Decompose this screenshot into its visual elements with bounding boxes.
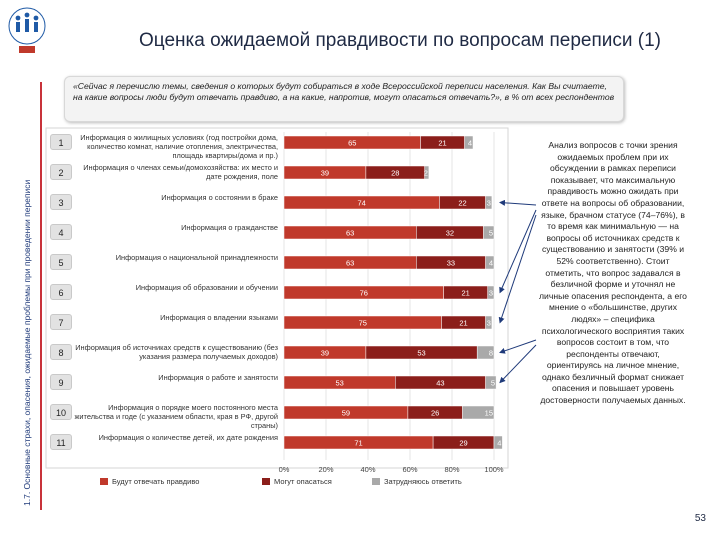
row-number: 2 — [50, 164, 72, 180]
bar-value-label: 29 — [459, 439, 467, 448]
bar-value-label: 21 — [461, 289, 469, 298]
census-logo — [6, 6, 48, 60]
category-label: Информация о работе и занятости — [158, 373, 278, 382]
legend-label: Будут отвечать правдиво — [112, 477, 199, 486]
category-label: Информация о состоянии в браке — [161, 193, 278, 202]
page-number: 53 — [694, 513, 706, 524]
row-number: 1 — [50, 134, 72, 150]
category-label: Информация об образовании и обучении — [135, 283, 278, 292]
bar-segment — [424, 165, 430, 180]
bar-value-label: 4 — [489, 259, 493, 268]
bar-segment — [485, 255, 495, 270]
bar-value-label: 3 — [489, 289, 493, 298]
callout-arrow — [498, 214, 537, 324]
analysis-text: Анализ вопросов с точки зрения ожидаемых… — [539, 140, 687, 406]
bar-value-label: 65 — [348, 139, 356, 148]
row-number: 10 — [50, 404, 72, 420]
bar-value-label: 28 — [391, 169, 399, 178]
row-number: 8 — [50, 344, 72, 360]
row-number: 7 — [50, 314, 72, 330]
category-label: Информация о порядке моего постоянного м… — [74, 403, 278, 430]
x-tick-label: 60% — [402, 465, 417, 474]
bar-value-label: 39 — [321, 349, 329, 358]
page-title: Оценка ожидаемой правдивости по вопросам… — [139, 30, 661, 51]
bar-segment — [462, 405, 495, 420]
bar-value-label: 21 — [459, 319, 467, 328]
legend-label: Затрудняюсь ответить — [384, 477, 462, 486]
bar-value-label: 5 — [491, 379, 495, 388]
bar-value-label: 53 — [335, 379, 343, 388]
row-number: 11 — [50, 434, 72, 450]
category-label: Информация о жилищных условиях (год пост… — [80, 133, 278, 160]
bar-value-label: 63 — [346, 259, 354, 268]
legend-label: Могут опасаться — [274, 477, 332, 486]
bar-value-label: 22 — [458, 199, 466, 208]
category-label: Информация о количестве детей, их дате р… — [98, 433, 278, 442]
bar-value-label: 53 — [417, 349, 425, 358]
bar-value-label: 76 — [360, 289, 368, 298]
bar-segment — [485, 195, 493, 210]
bar-value-label: 43 — [436, 379, 444, 388]
x-tick-label: 0% — [279, 465, 290, 474]
bar-segment — [493, 435, 503, 450]
callout-arrow — [499, 339, 537, 354]
bar-value-label: 71 — [354, 439, 362, 448]
side-accent-line — [40, 82, 42, 510]
x-tick-label: 80% — [444, 465, 459, 474]
callout-arrow — [499, 199, 537, 206]
x-tick-label: 20% — [318, 465, 333, 474]
category-label: Информация о национальной принадлежности — [115, 253, 278, 262]
bar-segment — [487, 285, 495, 300]
bar-value-label: 3 — [487, 319, 491, 328]
bar-segment — [464, 135, 474, 150]
bar-value-label: 2 — [424, 169, 428, 178]
row-number: 9 — [50, 374, 72, 390]
bar-value-label: 15 — [485, 409, 493, 418]
bar-value-label: 3 — [487, 199, 491, 208]
row-number: 6 — [50, 284, 72, 300]
bar-value-label: 59 — [342, 409, 350, 418]
category-label: Информация о членах семьи/домохозяйства:… — [83, 163, 278, 181]
bar-value-label: 26 — [431, 409, 439, 418]
x-tick-label: 40% — [360, 465, 375, 474]
bar-value-label: 4 — [468, 139, 472, 148]
bar-value-label: 33 — [447, 259, 455, 268]
row-number: 5 — [50, 254, 72, 270]
bar-value-label: 63 — [346, 229, 354, 238]
category-label: Информация о гражданстве — [181, 223, 278, 232]
bar-value-label: 74 — [358, 199, 366, 208]
bar-value-label: 4 — [497, 439, 501, 448]
bar-segment — [485, 375, 497, 390]
legend-swatch — [262, 478, 270, 485]
x-tick-label: 100% — [484, 465, 504, 474]
category-label: Информация об источниках средств к сущес… — [75, 343, 278, 361]
bar-value-label: 32 — [446, 229, 454, 238]
question-callout: «Сейчас я перечислю темы, сведения о кот… — [64, 76, 624, 122]
bar-value-label: 39 — [321, 169, 329, 178]
callout-arrow — [499, 209, 537, 294]
row-number: 3 — [50, 194, 72, 210]
bar-segment — [476, 345, 495, 360]
bar-value-label: 75 — [359, 319, 367, 328]
callout-arrow — [499, 344, 537, 384]
legend-swatch — [100, 478, 108, 485]
bar-segment — [483, 225, 495, 240]
bar-value-label: 21 — [438, 139, 446, 148]
bar-value-label: 5 — [489, 229, 493, 238]
bar-segment — [485, 315, 493, 330]
row-number: 4 — [50, 224, 72, 240]
category-label: Информация о владении языками — [160, 313, 278, 322]
bar-value-label: 8 — [489, 349, 493, 358]
legend-swatch — [372, 478, 380, 485]
